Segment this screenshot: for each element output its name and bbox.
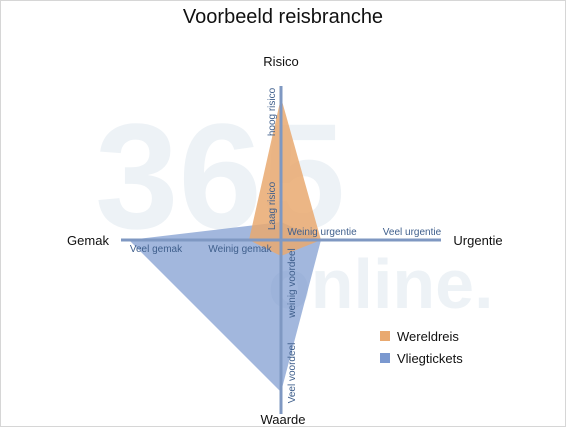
legend-swatch-vliegtickets xyxy=(380,353,390,363)
label-hoog-risico: hoog risico xyxy=(267,87,278,136)
legend-label-vliegtickets: Vliegtickets xyxy=(397,351,463,366)
axis-title-risico: Risico xyxy=(263,54,298,69)
label-weinig-gemak: Weinig gemak xyxy=(208,244,272,255)
label-veel-urgentie: Veel urgentie xyxy=(383,227,442,238)
series-area-vliegtickets xyxy=(129,222,321,392)
legend-label-wereldreis: Wereldreis xyxy=(397,329,459,344)
chart-title: Voorbeeld reisbranche xyxy=(182,6,384,28)
series-layer xyxy=(129,97,321,392)
label-veel-gemak: Veel gemak xyxy=(130,244,183,255)
series-area-wereldreis xyxy=(249,97,321,256)
axis-title-urgentie: Urgentie xyxy=(453,233,502,248)
axis-title-gemak: Gemak xyxy=(67,233,109,248)
label-veel-voordeel: Veel voordeel xyxy=(287,343,298,404)
label-weinig-urgentie: Weinig urgentie xyxy=(287,227,357,238)
legend-swatch-wereldreis xyxy=(380,331,390,341)
label-laag-risico: Laag risico xyxy=(267,181,278,230)
axis-title-waarde: Waarde xyxy=(260,412,305,427)
label-weinig-voordeel: weinig voordeel xyxy=(287,248,298,319)
